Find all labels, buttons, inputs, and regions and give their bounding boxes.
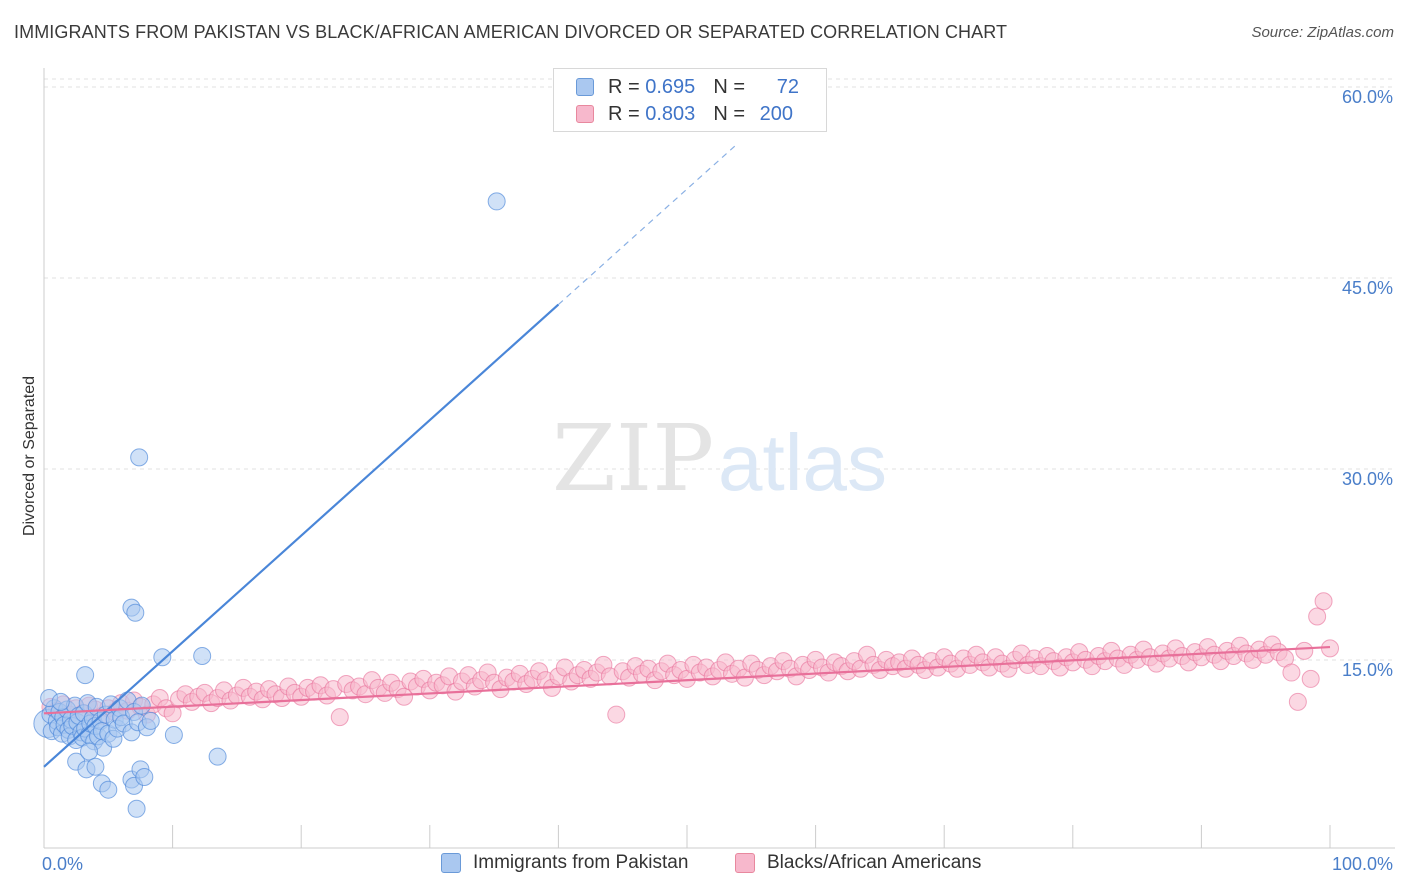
legend-swatch-pink bbox=[576, 105, 594, 123]
pink-point bbox=[1282, 663, 1301, 682]
legend-n-label: N = bbox=[713, 75, 745, 98]
axes bbox=[43, 68, 1395, 849]
pink-point bbox=[1308, 607, 1327, 626]
blue-point bbox=[135, 767, 154, 786]
bottom-legend-swatch-pink bbox=[735, 853, 755, 873]
blue-trend-line bbox=[43, 303, 560, 768]
x-tick-label: 0.0% bbox=[42, 854, 83, 874]
blue-point bbox=[153, 648, 172, 667]
y-tick-label: 30.0% bbox=[1342, 469, 1393, 489]
blue-point bbox=[141, 711, 160, 730]
blue-point bbox=[193, 646, 212, 665]
source-label: Source: ZipAtlas.com bbox=[1251, 24, 1394, 41]
legend-r-value: 0.803 bbox=[645, 102, 696, 125]
pink-point bbox=[1288, 692, 1307, 711]
blue-point bbox=[51, 692, 70, 711]
legend-n-label: N = bbox=[713, 102, 745, 125]
chart-title: IMMIGRANTS FROM PAKISTAN VS BLACK/AFRICA… bbox=[14, 22, 1008, 42]
blue-point bbox=[80, 742, 99, 761]
blue-point bbox=[208, 747, 227, 766]
pink-trend-line bbox=[43, 645, 1331, 715]
watermark: ZIP atlas bbox=[552, 405, 887, 512]
legend: R = 0.695 N = 72 R = 0.803 N = 200 bbox=[553, 68, 827, 132]
y-tick-label: 15.0% bbox=[1342, 660, 1393, 680]
pink-point bbox=[1314, 592, 1333, 611]
legend-r-label: R = bbox=[608, 102, 640, 125]
pink-point bbox=[330, 708, 349, 727]
legend-row-pink: R = 0.803 N = 200 bbox=[576, 101, 793, 127]
blue-point bbox=[487, 192, 506, 211]
watermark-atlas: atlas bbox=[718, 418, 887, 507]
bottom-legend-item-pink: Blacks/African Americans bbox=[735, 852, 981, 874]
bottom-legend-swatch-blue bbox=[441, 853, 461, 873]
pink-point bbox=[395, 687, 414, 706]
bottom-legend-label: Blacks/African Americans bbox=[767, 852, 982, 873]
legend-r-value: 0.695 bbox=[645, 75, 696, 98]
bottom-legend-label: Immigrants from Pakistan bbox=[473, 852, 689, 873]
bottom-legend: Immigrants from Pakistan Blacks/African … bbox=[0, 852, 1406, 878]
blue-point bbox=[127, 799, 146, 818]
gridlines bbox=[44, 78, 1395, 661]
blue-trend-extension bbox=[557, 142, 739, 305]
blue-point bbox=[99, 780, 118, 799]
tick-labels: 15.0% 30.0% 45.0% 60.0% 0.0% 100.0% bbox=[42, 87, 1393, 874]
legend-n-value: 200 bbox=[759, 102, 793, 125]
legend-r-label: R = bbox=[608, 75, 640, 98]
blue-series-points bbox=[33, 192, 506, 818]
pink-series-points bbox=[41, 592, 1339, 727]
legend-row-blue: R = 0.695 N = 72 bbox=[576, 74, 799, 100]
blue-point bbox=[132, 696, 151, 715]
x-tick-label: 100.0% bbox=[1332, 854, 1393, 874]
blue-point bbox=[164, 725, 183, 744]
y-axis-label: Divorced or Separated bbox=[21, 376, 38, 536]
legend-n-value: 72 bbox=[776, 75, 799, 98]
blue-point bbox=[86, 757, 105, 776]
y-tick-label: 60.0% bbox=[1342, 87, 1393, 107]
trend-lines bbox=[43, 142, 1331, 768]
blue-point bbox=[76, 666, 95, 685]
blue-point bbox=[126, 603, 145, 622]
watermark-zip: ZIP bbox=[552, 405, 714, 512]
pink-point bbox=[1295, 641, 1314, 660]
bottom-legend-item-blue: Immigrants from Pakistan bbox=[441, 852, 688, 874]
pink-point bbox=[1301, 669, 1320, 688]
blue-point bbox=[130, 448, 149, 467]
legend-swatch-blue bbox=[576, 78, 594, 96]
y-tick-label: 45.0% bbox=[1342, 278, 1393, 298]
pink-point bbox=[607, 705, 626, 724]
